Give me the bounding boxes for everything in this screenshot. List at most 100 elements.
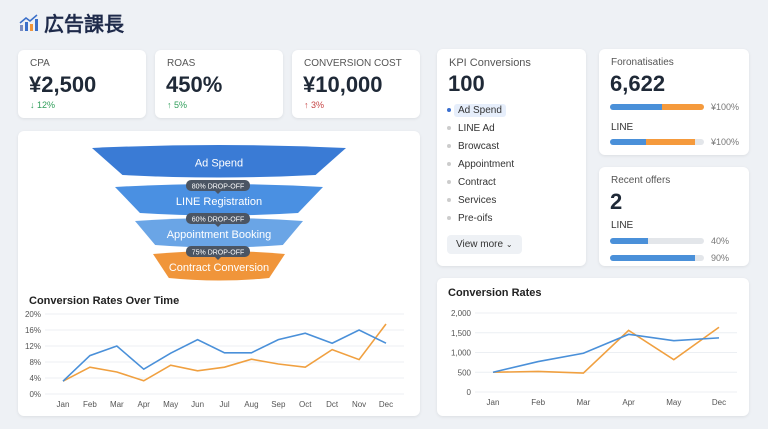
y-tick-label: 1,000 xyxy=(451,349,472,358)
app-title: 広告課長 xyxy=(18,8,124,37)
x-tick-label: Jun xyxy=(191,400,204,409)
kpi-list-item[interactable]: Ad Spend xyxy=(447,101,514,119)
x-tick-label: Dec xyxy=(379,400,393,409)
x-tick-label: Jul xyxy=(219,400,229,409)
kpi-delta: ↑ 3% xyxy=(304,100,325,110)
dropoff-label: 60% DROP-OFF xyxy=(192,217,245,224)
chart-title: Conversion Rates xyxy=(448,287,542,299)
x-tick-label: Aug xyxy=(244,400,258,409)
x-tick-label: May xyxy=(666,398,681,407)
x-tick-label: Dec xyxy=(712,398,726,407)
bullet-icon xyxy=(447,108,451,112)
kpi-list: Ad Spend LINE Ad Browcast Appointment Contra… xyxy=(447,101,514,227)
x-tick-label: May xyxy=(163,400,178,409)
kpi-list-item[interactable]: Appointment xyxy=(447,155,514,173)
funnel-stage xyxy=(135,218,303,248)
progress-bar xyxy=(610,139,704,145)
funnel-stage xyxy=(153,251,285,281)
card-label: Foronatisaties xyxy=(611,57,674,68)
y-tick-label: 16% xyxy=(25,326,41,335)
dropoff-badge xyxy=(186,246,250,257)
series-line-orange xyxy=(62,323,387,382)
recent-offers-card: Recent offers 2 LINE 40% 90% xyxy=(599,167,749,266)
dropoff-label: 80% DROP-OFF xyxy=(192,184,245,191)
line-chart-conversion-over-time: 0% 4% 8% 12% 16% 20% Jan Feb Mar Apr May Jun Jul Aug S… xyxy=(25,310,404,409)
kpi-list-item-label: Appointment xyxy=(458,158,515,170)
kpi-delta: ↓ 12% xyxy=(30,100,56,110)
x-tick-label: Jan xyxy=(57,400,70,409)
kpi-list-item-label: Contract xyxy=(458,176,496,188)
view-more-button[interactable]: View more ⌄ xyxy=(447,235,522,254)
y-tick-label: 20% xyxy=(25,310,41,319)
funnel-stage-label: Appointment Booking xyxy=(167,229,272,241)
kpi-card-conversion-cost: CONVERSION COST ¥10,000 ↑ 3% xyxy=(292,50,420,118)
kpi-label: CPA xyxy=(30,58,50,69)
view-more-label: View more xyxy=(456,239,504,250)
bullet-icon xyxy=(447,144,451,148)
y-tick-label: 0 xyxy=(467,388,472,397)
kpi-list-item-label: LINE Ad xyxy=(458,122,495,134)
dropoff-badge xyxy=(186,213,250,224)
kpi-value: 450% xyxy=(166,72,223,97)
kpi-card-cpa: CPA ¥2,500 ↓ 12% xyxy=(18,50,146,118)
kpi-list-item[interactable]: Services xyxy=(447,191,514,209)
y-tick-label: 12% xyxy=(25,342,41,351)
x-tick-label: Dct xyxy=(326,400,339,409)
x-tick-label: Jan xyxy=(487,398,500,407)
conversion-rates-card: Conversion Rates 0 500 1,000 1,500 2,000 Jan F… xyxy=(437,278,749,416)
card-value: 2 xyxy=(610,189,623,214)
x-tick-label: Sep xyxy=(271,400,286,409)
bullet-icon xyxy=(447,126,451,130)
bar-label: 40% xyxy=(711,236,730,246)
dropoff-pointer xyxy=(215,257,221,260)
funnel-stage-label: Contract Conversion xyxy=(169,262,269,274)
y-tick-label: 500 xyxy=(458,368,472,377)
card-label: Recent offers xyxy=(611,175,671,186)
line-chart-conversion-rates: 0 500 1,000 1,500 2,000 Jan Feb Mar Apr May Dec xyxy=(451,309,737,407)
x-tick-label: Nov xyxy=(352,400,366,409)
y-tick-label: 0% xyxy=(29,390,41,399)
chart-icon xyxy=(19,13,38,31)
kpi-list-item-label: Pre-oifs xyxy=(458,212,493,224)
bullet-icon xyxy=(447,216,451,220)
kpi-list-item-label: Ad Spend xyxy=(454,103,506,117)
x-tick-label: Oct xyxy=(299,400,312,409)
x-tick-label: Feb xyxy=(83,400,97,409)
card-value: 100 xyxy=(448,71,485,96)
x-tick-label: Apr xyxy=(138,400,151,409)
app-title-text: 広告課長 xyxy=(44,14,124,36)
kpi-label: ROAS xyxy=(167,58,196,69)
series-line-orange xyxy=(492,326,720,374)
bullet-icon xyxy=(447,162,451,166)
kpi-list-item[interactable]: Browcast xyxy=(447,137,514,155)
x-tick-label: Mar xyxy=(577,398,591,407)
dropoff-badge xyxy=(186,180,250,191)
funnel-stage xyxy=(115,184,323,216)
y-tick-label: 4% xyxy=(29,374,41,383)
funnel-stage-label: LINE Registration xyxy=(176,196,262,208)
kpi-list-item[interactable]: LINE Ad xyxy=(447,119,514,137)
bar-label: 90% xyxy=(711,253,730,263)
kpi-value: ¥10,000 xyxy=(303,72,383,97)
dropoff-label: 75% DROP-OFF xyxy=(192,250,245,257)
kpi-list-item[interactable]: Contract xyxy=(447,173,514,191)
x-tick-label: Feb xyxy=(531,398,545,407)
dropoff-pointer xyxy=(215,224,221,227)
funnel-chart: Ad Spend LINE Registration Appointment Boo… xyxy=(92,145,346,281)
kpi-list-item-label: Services xyxy=(458,194,497,206)
bullet-icon xyxy=(447,198,451,202)
x-tick-label: Mar xyxy=(110,400,124,409)
kpi-value: ¥2,500 xyxy=(29,72,97,97)
kpi-delta: ↑ 5% xyxy=(167,100,188,110)
bar-label: ¥100% xyxy=(711,137,740,147)
progress-bar xyxy=(610,104,704,110)
sub-label: LINE xyxy=(611,220,634,231)
bar-label: ¥100% xyxy=(711,102,740,112)
chart-title: Conversion Rates Over Time xyxy=(29,295,180,307)
kpi-list-item[interactable]: Pre-oifs xyxy=(447,209,514,227)
series-line-blue xyxy=(62,329,387,382)
kpi-card-roas: ROAS 450% ↑ 5% xyxy=(155,50,283,118)
funnel-stage xyxy=(92,145,346,178)
x-tick-label: Apr xyxy=(622,398,635,407)
y-tick-label: 1,500 xyxy=(451,329,472,338)
